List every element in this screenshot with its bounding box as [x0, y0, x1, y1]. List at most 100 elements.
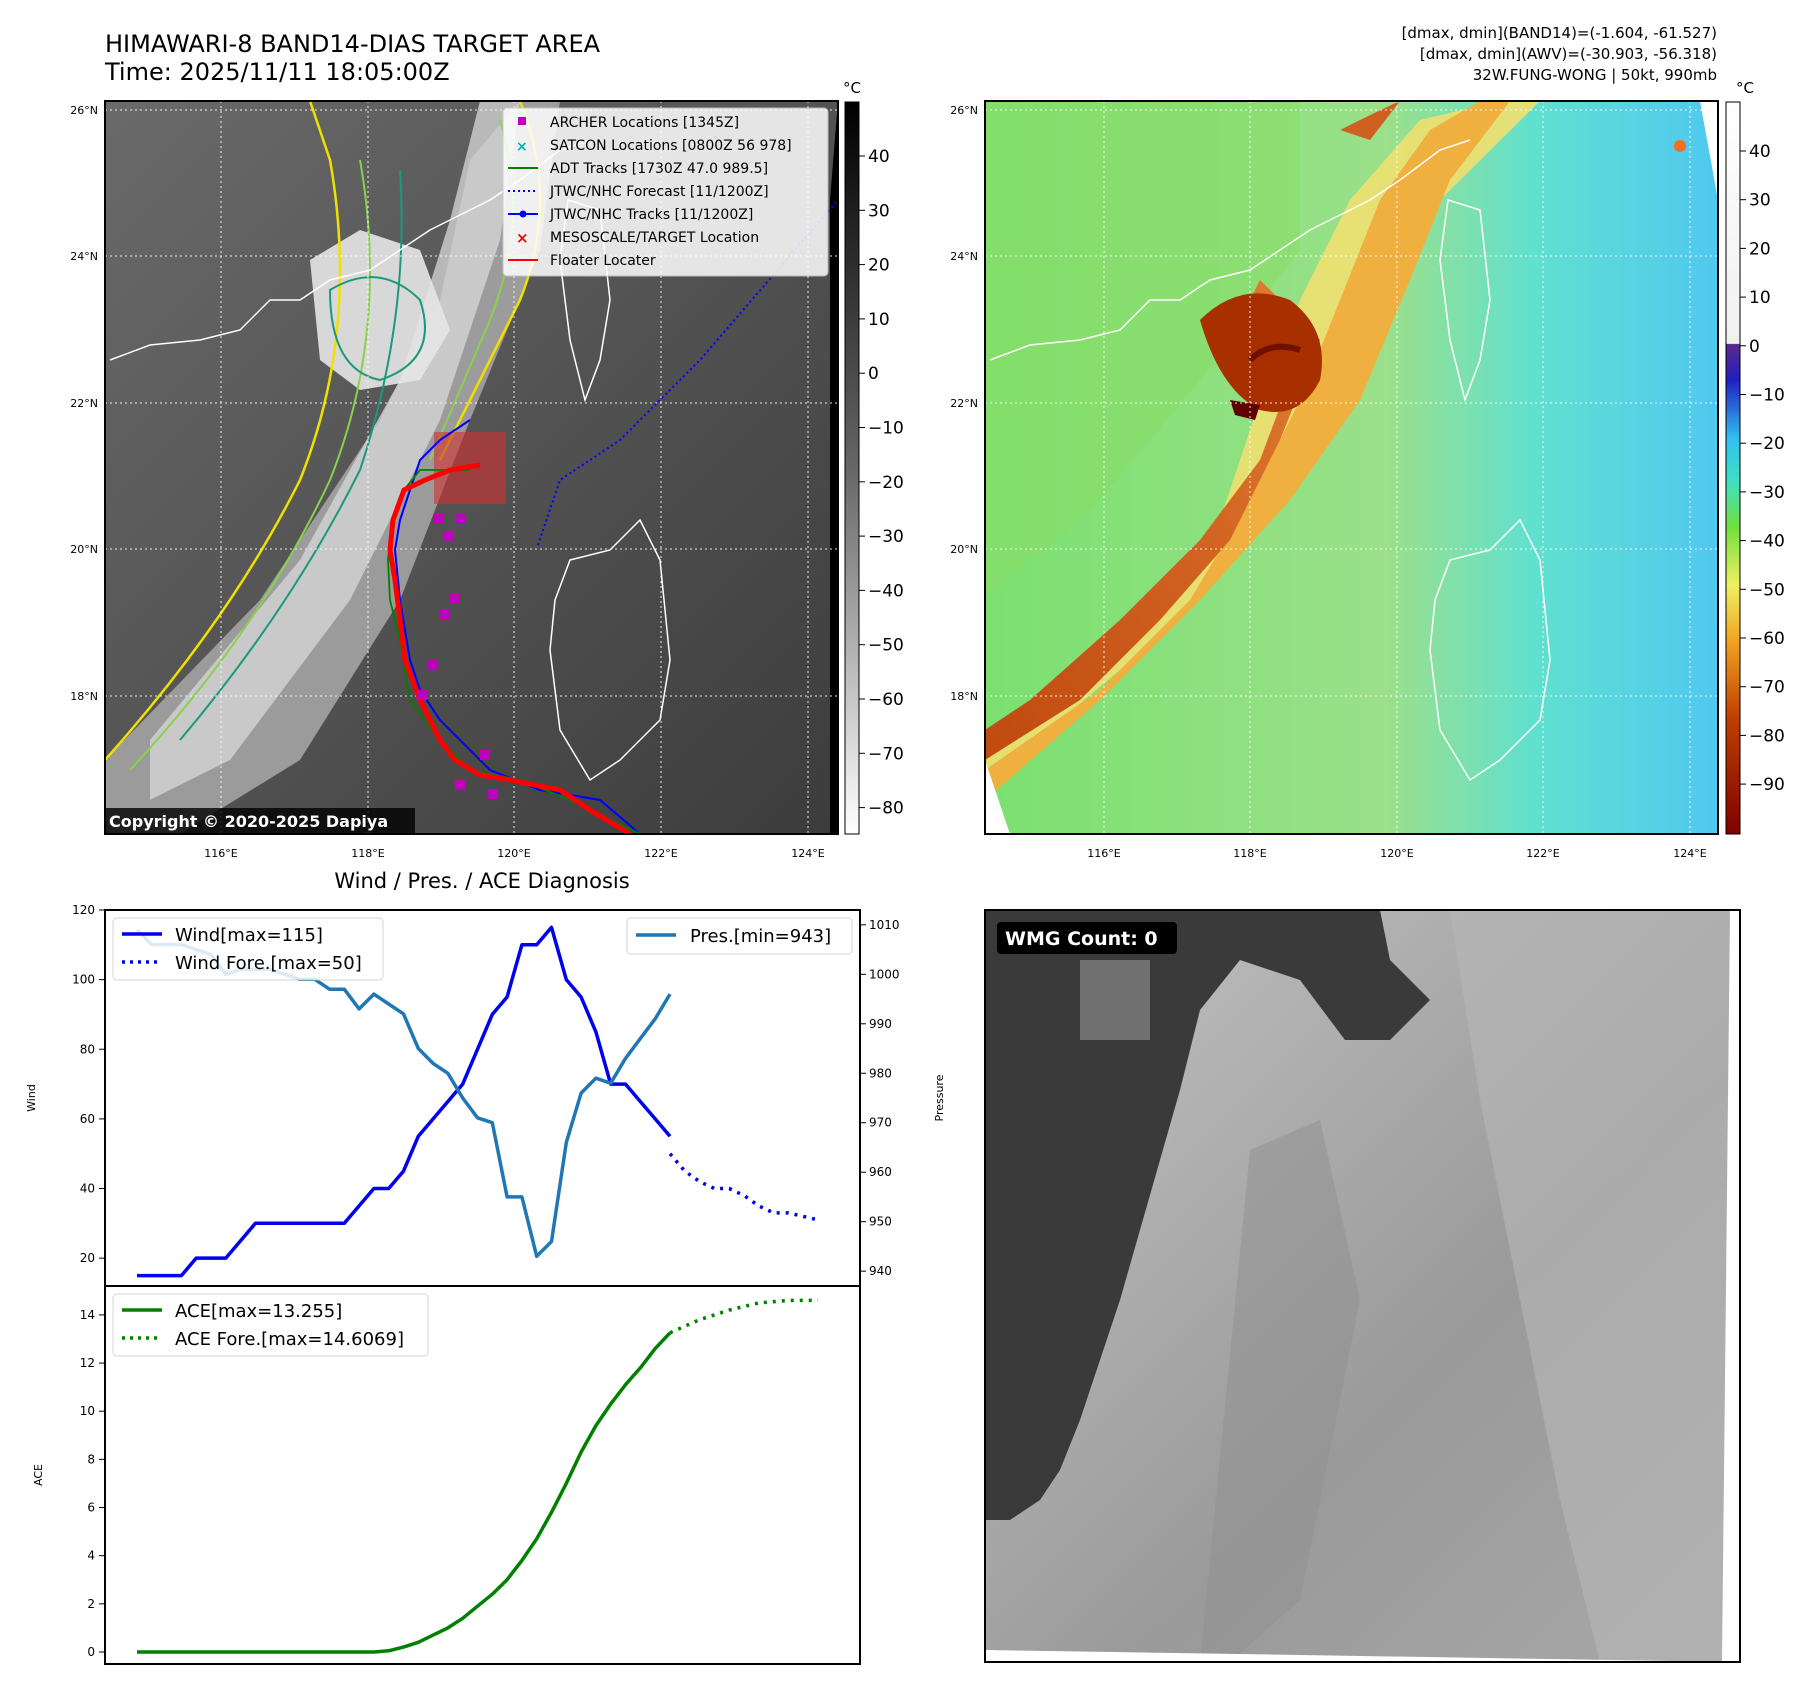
- color-colorbar-tick-label: 40: [1749, 142, 1771, 162]
- pressure-y-tick-label: 1010: [869, 918, 900, 932]
- wind-y-tick-label: 100: [72, 973, 95, 987]
- gray-colorbar-tick-label: −50: [868, 636, 904, 656]
- ace-y-tick-label: 6: [87, 1501, 95, 1515]
- color-colorbar: °C 40 30 20 10 0 −10 −20 −30 −40 −50 −60 −70 −80 −90: [1725, 79, 1785, 835]
- color-colorbar-tick-label: 10: [1749, 288, 1771, 308]
- copyright-label: Copyright © 2020-2025 Dapiya: [109, 812, 388, 831]
- wind-legend: Wind[max=115] Wind Fore.[max=50]: [112, 917, 384, 981]
- color-colorbar-tick-label: −50: [1749, 580, 1785, 600]
- ace-y-tick-label: 4: [87, 1549, 95, 1563]
- archer-legend-marker: [518, 117, 526, 125]
- legend-wind-forecast: Wind Fore.[max=50]: [175, 953, 362, 974]
- legend-wind: Wind[max=115]: [175, 925, 323, 946]
- legend-ace: ACE[max=13.255]: [175, 1301, 342, 1322]
- tl-lat-24: 24°N: [70, 250, 98, 263]
- legend-pressure: Pres.[min=943]: [690, 926, 831, 947]
- color-colorbar-tick-label: −60: [1749, 629, 1785, 649]
- pressure-axis-label: Pressure: [933, 1074, 946, 1121]
- ace-axis-label: ACE: [32, 1464, 45, 1486]
- info-awv: [dmax, dmin](AWV)=(-30.903, -56.318): [1420, 45, 1717, 63]
- pressure-legend: Pres.[min=943]: [626, 917, 853, 955]
- color-colorbar-unit: °C: [1736, 79, 1754, 97]
- color-colorbar-tick-label: −20: [1749, 434, 1785, 454]
- color-colorbar-tick-label: 30: [1749, 191, 1771, 211]
- wind-y-tick-label: 120: [72, 903, 95, 917]
- gray-colorbar-tick-label: 0: [868, 364, 879, 384]
- tl-lat-26: 26°N: [70, 104, 98, 117]
- pressure-y-tick-label: 980: [869, 1066, 892, 1080]
- gray-colorbar-tick-label: 20: [868, 256, 890, 276]
- gray-colorbar-tick-label: −70: [868, 744, 904, 764]
- info-band14: [dmax, dmin](BAND14)=(-1.604, -61.527): [1402, 24, 1717, 42]
- color-colorbar-tick-label: 0: [1749, 337, 1760, 357]
- tl-lon-124: 124°E: [791, 847, 824, 860]
- pressure-y-tick-label: 1000: [869, 967, 900, 981]
- gray-colorbar-tick-label: 10: [868, 310, 890, 330]
- legend-archer: ARCHER Locations [1345Z]: [550, 115, 739, 131]
- tr-lat-22: 22°N: [950, 397, 978, 410]
- gray-colorbar-unit: °C: [843, 79, 861, 97]
- wind-axis-label: Wind: [25, 1084, 38, 1112]
- color-colorbar-tick-label: 20: [1749, 239, 1771, 259]
- ace-legend: ACE[max=13.255] ACE Fore.[max=14.6069]: [112, 1293, 429, 1357]
- tr-axis-labels: 26°N 24°N 22°N 20°N 18°N 116°E 118°E 120…: [950, 104, 1707, 860]
- tl-lon-120: 120°E: [497, 847, 530, 860]
- tr-lon-120: 120°E: [1380, 847, 1413, 860]
- legend-forecast: JTWC/NHC Forecast [11/1200Z]: [549, 184, 769, 200]
- map-legend: ARCHER Locations [1345Z] × SATCON Locati…: [502, 107, 829, 277]
- tl-lat-22: 22°N: [70, 397, 98, 410]
- tl-lat-20: 20°N: [70, 543, 98, 556]
- wind-y-tick-label: 80: [80, 1042, 95, 1056]
- color-colorbar-tick-label: −30: [1749, 483, 1785, 503]
- ace-line: [137, 1331, 672, 1654]
- tr-lat-26: 26°N: [950, 104, 978, 117]
- pressure-y-tick-label: 960: [869, 1165, 892, 1179]
- awv-color-map: [984, 100, 1719, 835]
- color-colorbar-tick-label: −80: [1749, 726, 1785, 746]
- tr-lon-118: 118°E: [1233, 847, 1266, 860]
- tr-lon-116: 116°E: [1087, 847, 1120, 860]
- color-colorbar-tick-label: −40: [1749, 532, 1785, 552]
- legend-target: MESOSCALE/TARGET Location: [550, 230, 759, 246]
- ace-y-tick-label: 0: [87, 1645, 95, 1659]
- ace-y-tick-label: 12: [80, 1356, 95, 1370]
- gray-colorbar-tick-label: −30: [868, 527, 904, 547]
- tl-lon-122: 122°E: [644, 847, 677, 860]
- figure-title: HIMAWARI-8 BAND14-DIAS TARGET AREA: [105, 30, 601, 58]
- pressure-y-tick-label: 970: [869, 1116, 892, 1130]
- tracks-legend-marker: [519, 210, 527, 218]
- ace-forecast-line: [669, 1298, 819, 1335]
- wind-line: [137, 925, 672, 1278]
- tl-lat-18: 18°N: [70, 690, 98, 703]
- color-colorbar-tick-label: −90: [1749, 775, 1785, 795]
- tl-axis-labels: 26°N 24°N 22°N 20°N 18°N 116°E 118°E 120…: [70, 104, 825, 860]
- gray-colorbar-tick-label: −80: [868, 799, 904, 819]
- tr-lon-124: 124°E: [1673, 847, 1706, 860]
- gray-colorbar-tick-label: −20: [868, 473, 904, 493]
- tr-lat-24: 24°N: [950, 250, 978, 263]
- legend-ace-forecast: ACE Fore.[max=14.6069]: [175, 1329, 404, 1350]
- ace-y-tick-label: 14: [80, 1308, 95, 1322]
- tr-lat-20: 20°N: [950, 543, 978, 556]
- gray-colorbar-tick-label: 40: [868, 147, 890, 167]
- wmg-panel: WMG Count: 0: [984, 909, 1741, 1663]
- color-colorbar-tick-label: −70: [1749, 678, 1785, 698]
- gray-colorbar-tick-label: −40: [868, 581, 904, 601]
- target-legend-marker: ×: [516, 229, 529, 247]
- pressure-y-tick-label: 990: [869, 1017, 892, 1031]
- diagnosis-title: Wind / Pres. / ACE Diagnosis: [334, 869, 629, 893]
- satcon-legend-marker: ×: [516, 139, 528, 155]
- ace-y-tick-label: 10: [80, 1404, 95, 1418]
- legend-adt: ADT Tracks [1730Z 47.0 989.5]: [550, 161, 768, 177]
- figure-time: Time: 2025/11/11 18:05:00Z: [104, 58, 450, 86]
- wind-y-tick-label: 60: [80, 1112, 95, 1126]
- legend-tracks: JTWC/NHC Tracks [11/1200Z]: [549, 207, 753, 223]
- info-storm: 32W.FUNG-WONG | 50kt, 990mb: [1473, 66, 1717, 84]
- legend-satcon: SATCON Locations [0800Z 56 978]: [550, 138, 792, 154]
- color-colorbar-tick-label: −10: [1749, 386, 1785, 406]
- wind-y-tick-label: 40: [80, 1182, 95, 1196]
- tr-lon-122: 122°E: [1526, 847, 1559, 860]
- wmg-count-label: WMG Count: 0: [1005, 928, 1158, 950]
- wind-pressure-chart: 20 40 60 80 100 120 940 950 960 970 980 990 1000 1010: [72, 903, 900, 1287]
